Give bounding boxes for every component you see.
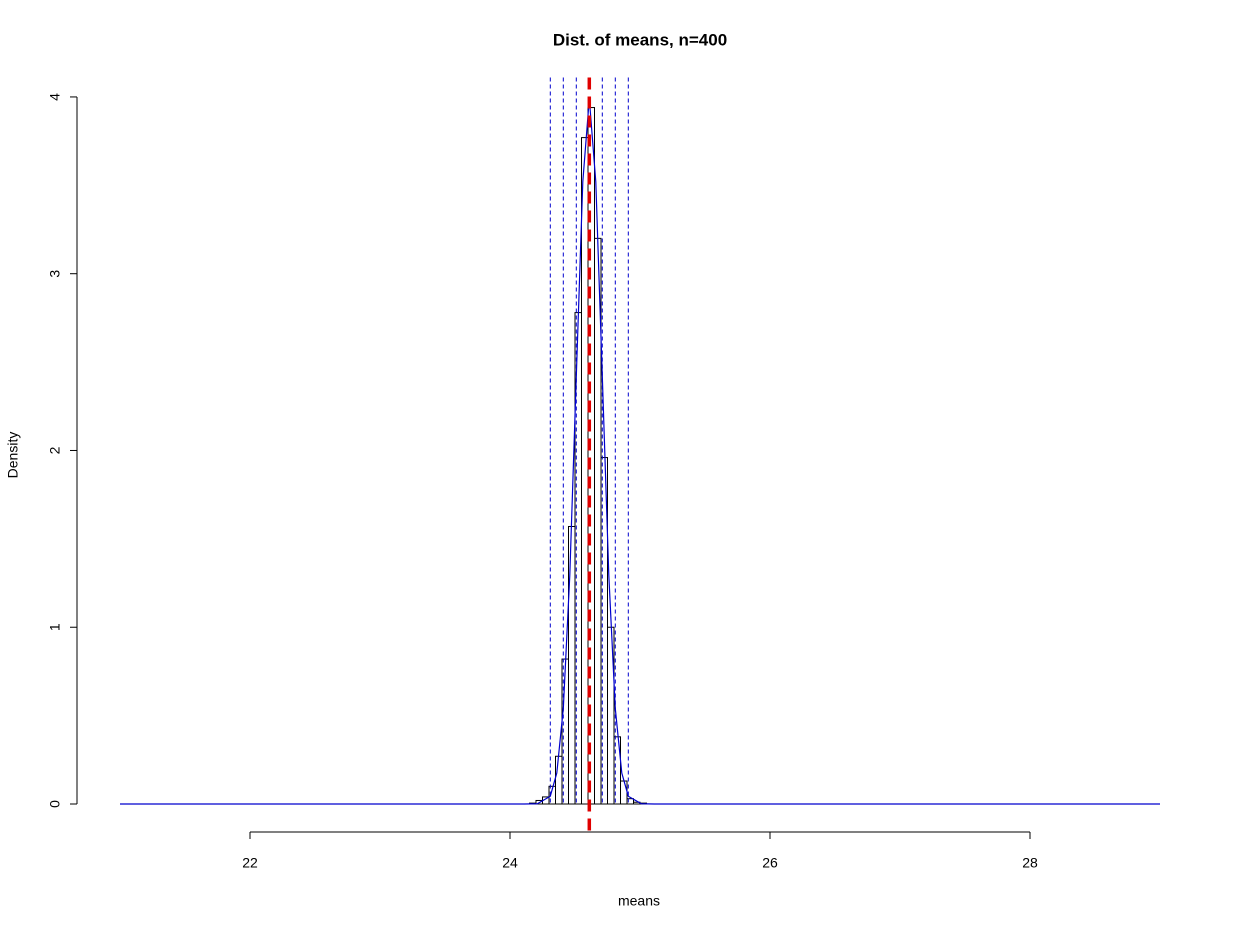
y-tick-label: 3 bbox=[47, 270, 63, 278]
y-axis-label: Density bbox=[5, 432, 21, 479]
x-tick-label: 28 bbox=[1022, 855, 1038, 871]
x-tick-label: 24 bbox=[502, 855, 518, 871]
x-tick-label: 22 bbox=[242, 855, 258, 871]
bar bbox=[613, 736, 621, 805]
x-tick-label: 26 bbox=[762, 855, 778, 871]
bar bbox=[626, 798, 634, 805]
x-axis-label: means bbox=[618, 893, 660, 909]
chart-title: Dist. of means, n=400 bbox=[553, 30, 727, 49]
y-tick-label: 2 bbox=[47, 446, 63, 454]
y-tick-label: 4 bbox=[47, 93, 63, 101]
y-tick-label: 1 bbox=[47, 623, 63, 631]
y-tick-label: 0 bbox=[47, 800, 63, 808]
